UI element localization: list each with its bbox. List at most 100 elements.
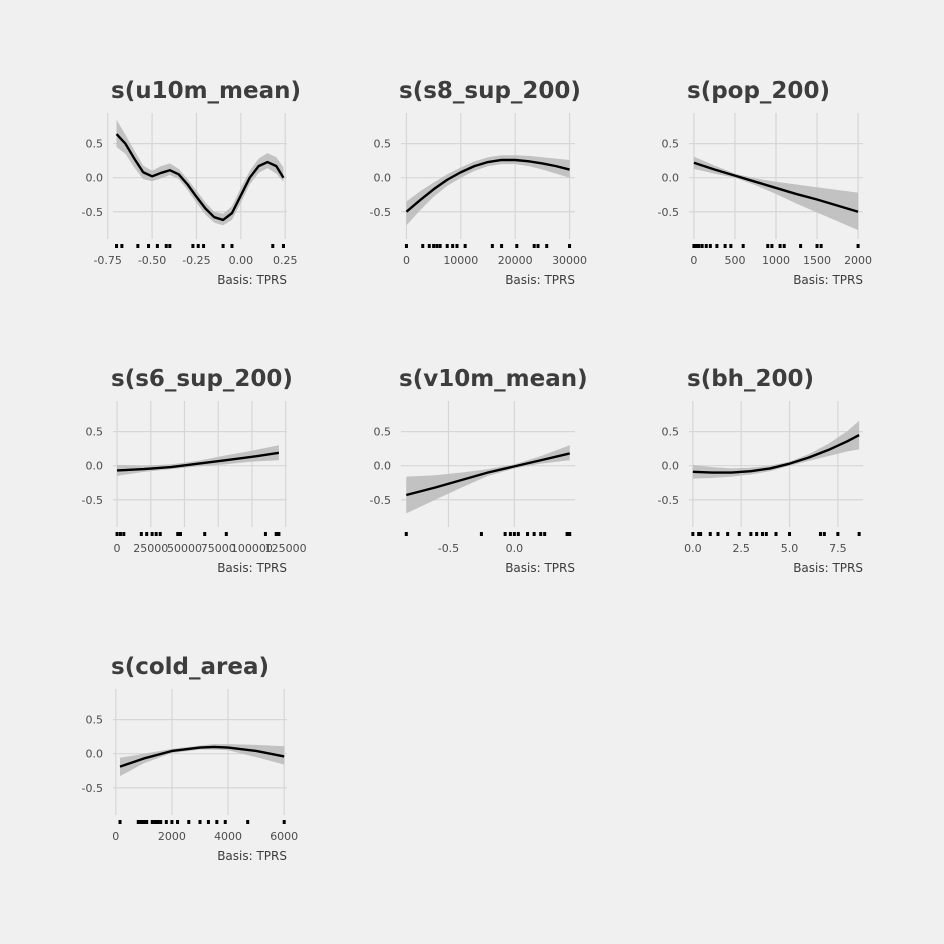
rug-mark [223, 820, 227, 824]
rug-mark [770, 244, 774, 248]
rug-mark [139, 532, 143, 536]
rug-mark [263, 532, 267, 536]
x-tick-label: -0.50 [138, 254, 166, 267]
rug-mark [277, 532, 281, 536]
x-tick-label: 50000 [167, 542, 202, 555]
rug-mark [156, 820, 160, 824]
rug-mark [115, 244, 119, 248]
rug-mark [230, 244, 234, 248]
rug-mark [479, 532, 483, 536]
rug-mark [427, 244, 431, 248]
smooth-panel-4: s(s6_sup_200)0.50.0-0.50 2500050000750001… [82, 366, 307, 575]
rug-mark [404, 532, 408, 536]
smooth-panel-5: s(v10m_mean) 0.5 0.0 -0.5 -0.5 0.0 Basis: TPRS [370, 366, 588, 575]
rug-mark [708, 244, 712, 248]
rug-mark [191, 244, 195, 248]
smooth-line [693, 161, 859, 213]
x-tick-label: -0.25 [182, 254, 210, 267]
rug-mark [694, 244, 698, 248]
y-tick-label: 0.0 [374, 460, 392, 473]
y-tick-label: -0.5 [658, 494, 679, 507]
x-tick-label: 1000 [762, 254, 790, 267]
smooth-panel-3: s(pop_200) 0.5 0.0 -0.5 0 500 1000 1500 2000 Basi… [658, 78, 873, 287]
rug-mark [737, 532, 741, 536]
rug-mark [857, 532, 861, 536]
y-tick-label: 0.0 [86, 172, 104, 185]
x-tick-label: 4000 [214, 830, 242, 843]
rug-mark [856, 244, 860, 248]
rug-mark [503, 532, 507, 536]
x-tick-label: 125000 [265, 542, 307, 555]
smooth-line [405, 158, 570, 213]
rug-mark [154, 532, 158, 536]
rug-mark [699, 532, 703, 536]
rug-mark [142, 820, 146, 824]
rug-mark [176, 532, 180, 536]
rug-mark [438, 244, 442, 248]
panel-title: s(bh_200) [687, 366, 814, 392]
rug-mark [187, 820, 191, 824]
smooth-panel-1: s(u10m_mean) 0.5 0.0 -0.5 -0.75 -0.50 -0.25 0.0… [82, 78, 302, 287]
rug-mark [463, 244, 467, 248]
rug-mark [176, 820, 180, 824]
x-tick-label: -0.5 [438, 542, 459, 555]
x-tick-label: 1500 [803, 254, 831, 267]
rug-mark [158, 532, 162, 536]
rug-mark [526, 532, 530, 536]
panel-title: s(pop_200) [687, 78, 830, 104]
rug-mark [700, 244, 704, 248]
rug-mark [704, 244, 708, 248]
rug-mark [282, 820, 286, 824]
rug-mark [221, 244, 225, 248]
rug-mark [206, 820, 210, 824]
rug-mark [139, 820, 143, 824]
rug-mark [815, 244, 819, 248]
rug-mark [455, 244, 459, 248]
x-tick-label: 6000 [270, 830, 298, 843]
basis-caption: Basis: TPRS [793, 561, 863, 575]
x-tick-label: 0 [112, 830, 119, 843]
rug-mark [697, 244, 701, 248]
rug-mark [168, 244, 172, 248]
basis-caption: Basis: TPRS [793, 273, 863, 287]
confidence-band [117, 445, 279, 476]
rug-mark [691, 532, 695, 536]
x-tick-label: 25000 [133, 542, 168, 555]
rug-mark [215, 820, 219, 824]
x-tick-label: 2000 [844, 254, 872, 267]
rug-mark [490, 244, 494, 248]
rug-mark [715, 244, 719, 248]
smooth-panel-7: s(cold_area) 0.5 0.0 -0.5 0 2000 4000 6000 Basis… [82, 654, 299, 863]
rug-mark [196, 244, 200, 248]
rug-mark [150, 820, 154, 824]
rug-mark [782, 244, 786, 248]
x-tick-label: 2.5 [732, 542, 750, 555]
rug-mark [198, 820, 202, 824]
y-tick-label: -0.5 [82, 494, 103, 507]
rug-mark [764, 532, 768, 536]
x-tick-label: 0.0 [684, 542, 702, 555]
x-tick-label: 10000 [443, 254, 478, 267]
x-tick-label: 75000 [201, 542, 236, 555]
y-tick-label: 0.0 [374, 172, 392, 185]
rug-mark [543, 532, 547, 536]
x-tick-label: 30000 [552, 254, 587, 267]
rug-mark [136, 244, 140, 248]
smooth-panel-6: s(bh_200) 0.5 0.0 -0.5 0.0 2.5 5.0 7.5 Basis: TP… [658, 366, 863, 575]
rug-mark [799, 244, 803, 248]
y-tick-label: 0.5 [86, 426, 104, 439]
y-tick-label: 0.0 [86, 748, 104, 761]
y-tick-label: -0.5 [658, 206, 679, 219]
rug-mark [404, 244, 408, 248]
smooth-panel-2: s(s8_sup_200) 0.5 0.0 -0.5 0 10000 20000 30000 B… [370, 78, 588, 287]
basis-caption: Basis: TPRS [217, 561, 287, 575]
rug-mark [122, 532, 126, 536]
rug-mark [155, 244, 159, 248]
panel-title: s(s8_sup_200) [399, 78, 581, 104]
rug-mark [500, 244, 504, 248]
rug-mark [729, 244, 733, 248]
rug-mark [788, 532, 792, 536]
y-tick-label: -0.5 [82, 206, 103, 219]
rug-mark [120, 244, 124, 248]
x-tick-label: 0 [690, 254, 697, 267]
